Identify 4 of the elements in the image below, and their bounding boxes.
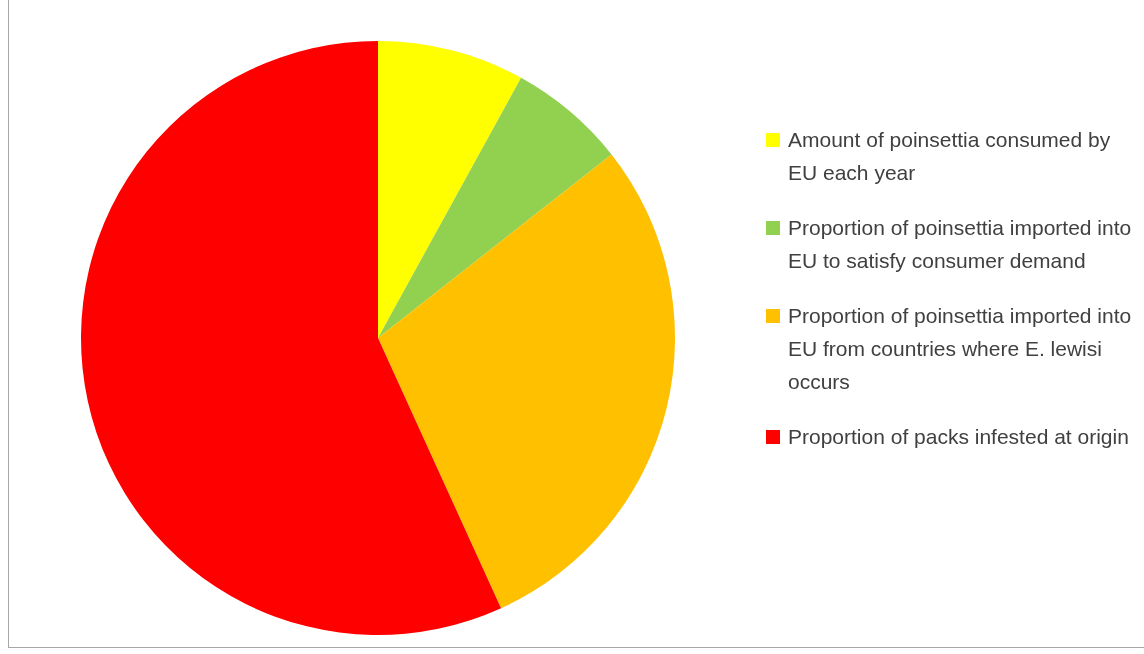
legend-label: Proportion of poinsettia imported into EU from countries where E. lewisi occurs <box>788 304 1132 393</box>
legend-label: Proportion of poinsettia imported into EU to satisfy consumer demand <box>788 216 1132 272</box>
legend-label: Proportion of packs infested at origin <box>788 425 1129 448</box>
legend-label: Amount of poinsettia consumed by EU each year <box>788 128 1111 184</box>
